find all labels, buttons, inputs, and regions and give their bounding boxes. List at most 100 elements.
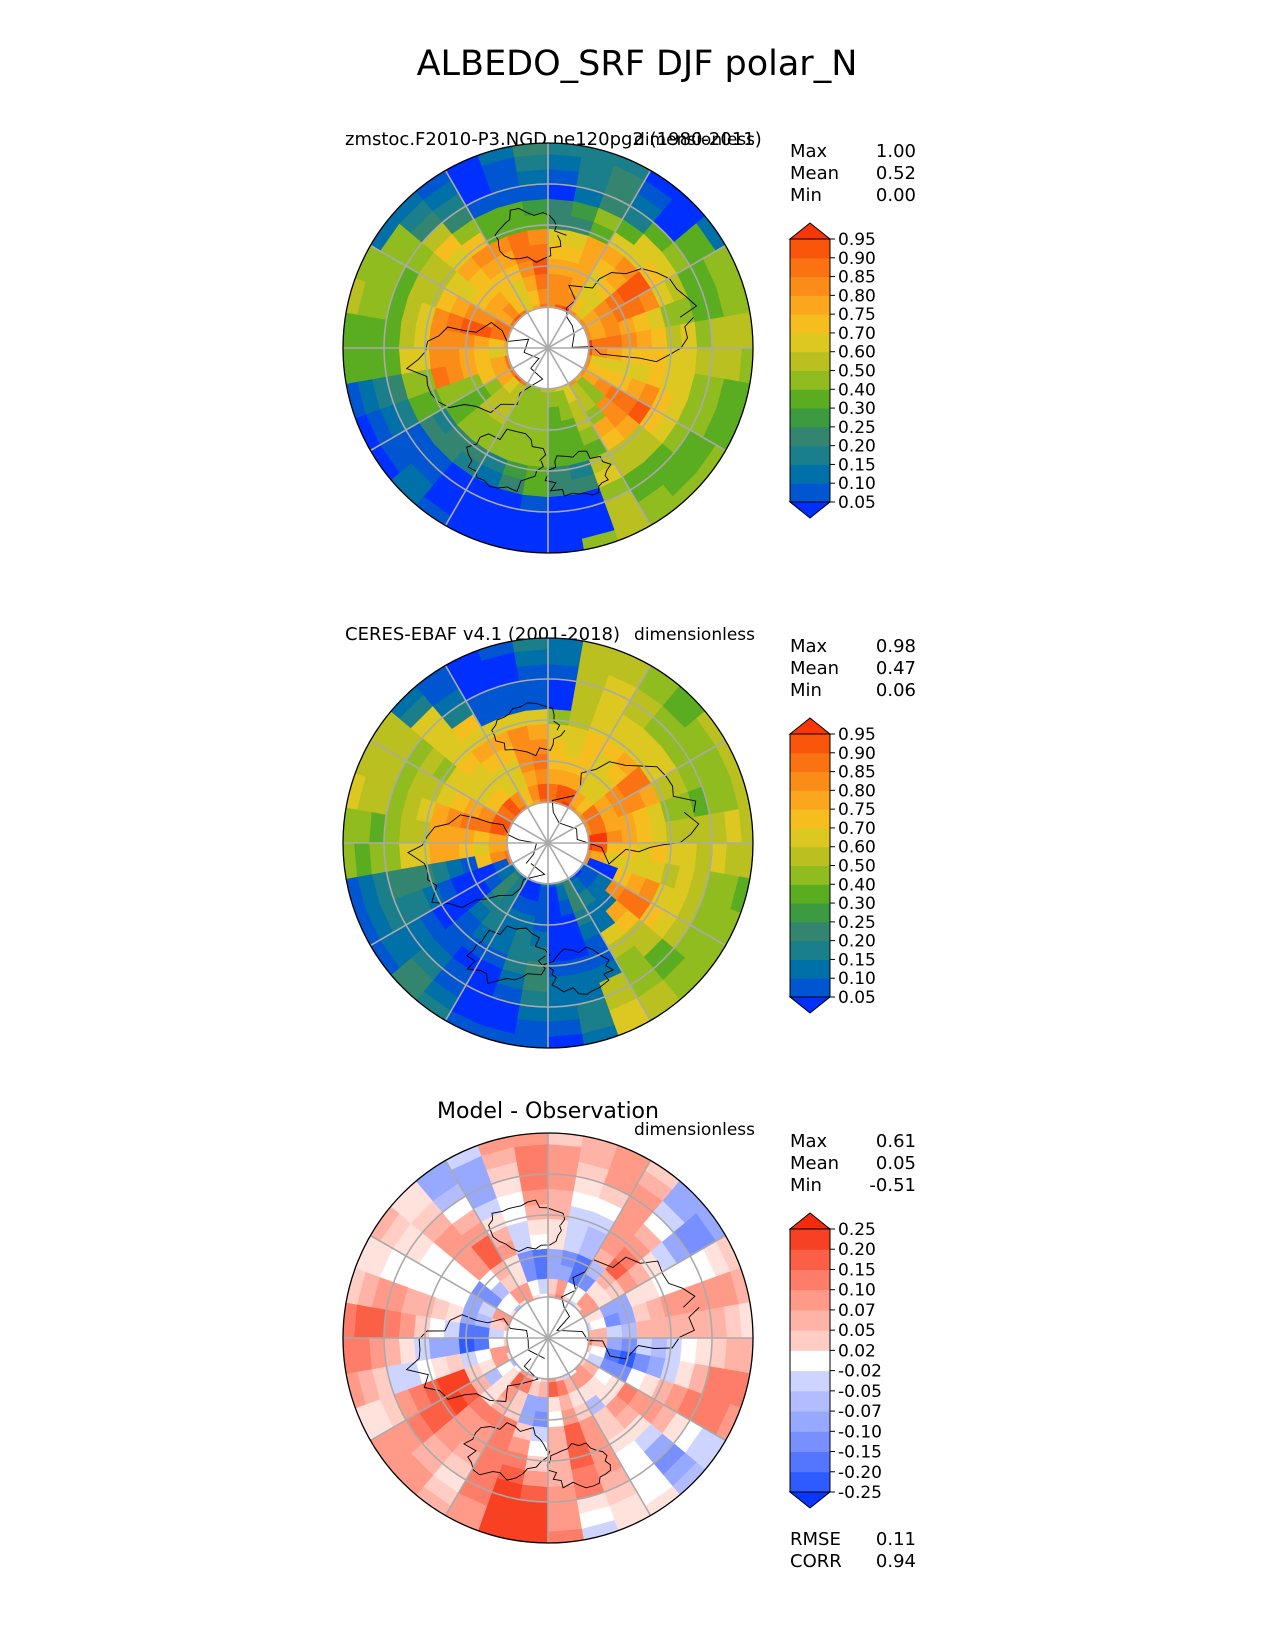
coastline (551, 761, 700, 865)
colorbar-tick-label: 0.25 (838, 913, 876, 933)
coastline (542, 946, 614, 995)
colorbar-tick-label: 0.40 (838, 875, 876, 895)
map-cell (547, 1396, 562, 1414)
map-cell (398, 1311, 416, 1339)
colorbar-tick-label: 0.95 (838, 725, 876, 745)
stat-label: CORR (790, 1551, 842, 1572)
stat-label: Mean (790, 658, 839, 679)
colorbar-extend-min (788, 501, 832, 519)
map-cell (443, 1337, 461, 1357)
map-cell (547, 1188, 575, 1206)
map-cell (635, 1319, 653, 1339)
map-cell (547, 1455, 572, 1473)
colorbar-tick-label: 0.70 (838, 819, 876, 839)
colorbar-tick-label: 0.07 (838, 1301, 876, 1321)
map-cell (665, 347, 683, 372)
map-cell (529, 1425, 549, 1443)
colorbar-tick-label: 0.15 (838, 1260, 876, 1280)
stat-label: Min (790, 185, 822, 206)
colorbar-tick-label: 0.30 (838, 894, 876, 914)
colorbar-bin (790, 940, 830, 960)
map-cell (529, 435, 549, 453)
colorbar-tick-label: -0.10 (838, 1422, 882, 1442)
colorbar-tick-label: 0.60 (838, 838, 876, 858)
map-cell (738, 842, 753, 880)
colorbar-bin (790, 314, 830, 334)
colorbar-tick-label: -0.25 (838, 1483, 882, 1503)
map-cell (547, 1218, 570, 1236)
colorbar-tick-label: 0.20 (838, 932, 876, 952)
colorbar-bin (790, 483, 830, 503)
colorbar-bin (790, 846, 830, 866)
colorbar-bin (790, 903, 830, 923)
map-cell (650, 821, 668, 844)
colorbar-tick-label: -0.07 (838, 1402, 882, 1422)
map-cell (650, 347, 668, 370)
coastline (407, 814, 546, 908)
map-cell (635, 824, 653, 844)
colorbar-bin (790, 1471, 830, 1493)
map-cell (343, 311, 358, 349)
map-cell (738, 311, 753, 349)
map-cell (524, 1455, 549, 1473)
map-cell (547, 450, 570, 468)
figure-title: ALBEDO_SRF DJF polar_N (417, 44, 858, 84)
colorbar-bin (790, 1451, 830, 1473)
map-boundary (342, 637, 754, 1049)
map-cell (547, 1425, 567, 1443)
colorbar-bin (790, 978, 830, 998)
colorbar-tick-label: 0.15 (838, 950, 876, 970)
colorbar-tick-label: 0.80 (838, 781, 876, 801)
colorbar-bin (790, 809, 830, 829)
map-cell (413, 819, 431, 844)
map-boundary (342, 142, 754, 554)
map-cell (428, 842, 446, 865)
map-cell (547, 723, 570, 741)
colorbar-tick-label: 0.10 (838, 474, 876, 494)
colorbar: 0.050.100.150.200.250.300.400.500.600.70… (788, 717, 876, 1014)
stat-label: RMSE (790, 1529, 841, 1550)
map-cell (547, 213, 572, 231)
colorbar-bin (790, 959, 830, 979)
colorbar-tick-label: 0.02 (838, 1341, 876, 1361)
colorbar-bin (790, 239, 830, 259)
stat-value: 0.06 (876, 680, 916, 701)
colorbar-bin (790, 865, 830, 885)
lat-lon-grid (343, 638, 753, 1048)
colorbar-extend-max (788, 1212, 832, 1230)
colorbar-tick-label: 0.20 (838, 437, 876, 457)
meridian (444, 170, 652, 526)
map-cell (547, 738, 567, 756)
map-cell (635, 329, 653, 349)
map-cell (547, 1233, 567, 1251)
colorbar-tick-label: 0.05 (838, 493, 876, 513)
colorbar-bin (790, 464, 830, 484)
coastline (405, 321, 544, 414)
colorbar-bin (790, 1390, 830, 1412)
map-cell (413, 842, 431, 867)
map-cell (547, 1470, 575, 1488)
colorbar-tick-label: 0.75 (838, 305, 876, 325)
stat-label: Max (790, 141, 828, 162)
map-cell (428, 1337, 446, 1360)
map-cell (680, 842, 698, 870)
colorbar-tick-label: 0.05 (838, 988, 876, 1008)
coastline (494, 208, 567, 263)
colorbar-tick-label: -0.05 (838, 1382, 882, 1402)
map-cell (529, 243, 549, 261)
colorbar-extend-min (788, 996, 832, 1014)
stat-label: Min (790, 1175, 822, 1196)
map-cell (343, 1301, 358, 1339)
stat-value: 0.05 (876, 1153, 916, 1174)
map-cell (547, 1033, 585, 1048)
meridian (444, 1160, 652, 1516)
stat-label: Mean (790, 163, 839, 184)
map-cell (680, 347, 698, 375)
colorbar-tick-label: 0.50 (838, 857, 876, 877)
map-cell (521, 693, 549, 711)
map-cell (534, 272, 549, 290)
map-cell (738, 806, 753, 844)
panel-1: zmstoc.F2010-P3.NGD.ne120pg2 (1980-2011)… (342, 129, 916, 554)
coastline (491, 702, 566, 757)
